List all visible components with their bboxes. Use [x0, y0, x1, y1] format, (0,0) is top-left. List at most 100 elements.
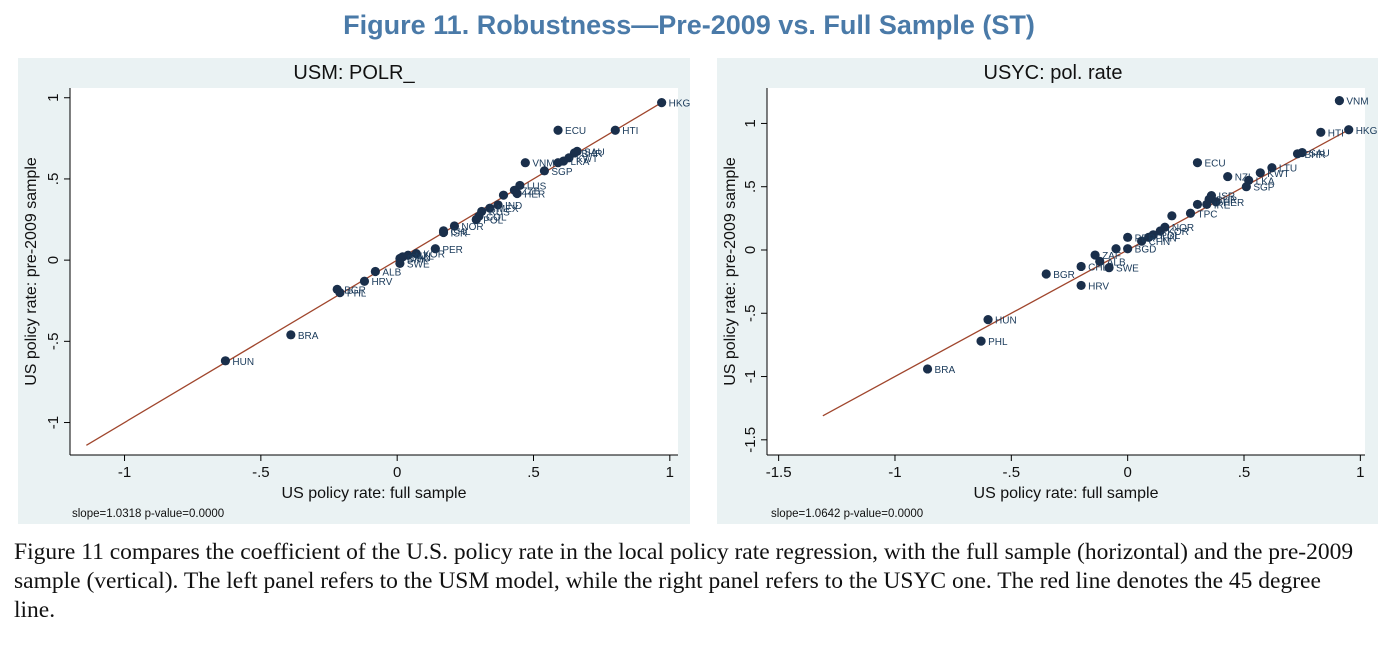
point-label: BGR — [344, 285, 366, 296]
usyc-scatter-plot: USYC: pol. rate -1.5 -1 -.5 0 .5 1 -1.5 -1 -.5 0 .5… — [722, 62, 1378, 520]
point-label: HKG — [669, 99, 690, 110]
point-label: HRV — [371, 277, 392, 288]
point-label: HTI — [1328, 128, 1344, 139]
point-label: SGP — [1253, 183, 1274, 194]
data-point — [395, 258, 405, 268]
point-label: PHL — [347, 289, 367, 300]
point-label: VNM — [532, 159, 554, 170]
y-tick-label: -1.5 — [742, 427, 759, 453]
data-point — [520, 158, 530, 168]
y-tick-label: 0 — [742, 246, 759, 254]
data-point — [1192, 199, 1203, 210]
data-point — [1316, 127, 1326, 137]
data-point — [335, 288, 345, 298]
point-label: ZZB — [521, 186, 540, 197]
point-label: BHR — [581, 149, 602, 160]
data-point — [449, 221, 460, 231]
point-label: IRE — [1214, 200, 1231, 211]
data-point — [1155, 226, 1165, 236]
point-label: PHN — [1156, 233, 1177, 244]
point-label: HKG — [1356, 126, 1378, 137]
data-point — [411, 249, 421, 259]
plot-area — [767, 88, 1365, 455]
point-label: HER — [1223, 198, 1244, 209]
y-tick-label: -1 — [45, 416, 62, 429]
data-point — [1267, 163, 1277, 173]
data-point — [1167, 211, 1177, 221]
point-label: ALB — [382, 268, 401, 279]
point-label: SWE — [1116, 264, 1139, 275]
point-label: TPC — [1197, 209, 1217, 220]
point-label: BHR — [1305, 150, 1326, 161]
point-label: BRA — [298, 331, 319, 342]
data-point — [1144, 232, 1154, 242]
slope-note: slope=1.0642 p-value=0.0000 — [771, 508, 923, 520]
x-tick-label: -.5 — [252, 464, 270, 481]
data-point — [1137, 236, 1147, 246]
x-tick-label: 1 — [1356, 464, 1364, 481]
x-tick-label: 1 — [666, 464, 674, 481]
point-label: RUS — [489, 207, 510, 218]
data-point — [359, 276, 370, 286]
x-tick-label: -1 — [118, 464, 131, 481]
data-point — [610, 125, 620, 135]
data-point — [1202, 199, 1212, 210]
x-tick-label: -1.5 — [766, 464, 792, 481]
x-tick-label: -1 — [888, 464, 901, 481]
slope-note: slope=1.0318 p-value=0.0000 — [72, 508, 224, 520]
data-point — [471, 214, 481, 225]
y-tick-label: 1 — [45, 94, 62, 102]
figure-caption: Figure 11 compares the coefficient of th… — [14, 539, 1354, 623]
data-point — [1344, 125, 1354, 135]
y-tick-label: .5 — [742, 180, 759, 193]
data-point — [1104, 263, 1114, 273]
point-label: SAU — [1309, 149, 1330, 160]
x-axis-label: US policy rate: full sample — [974, 485, 1159, 502]
point-label: SAU — [584, 147, 605, 158]
point-label: CHL — [451, 227, 471, 238]
data-point — [370, 266, 380, 277]
point-label: PHL — [988, 337, 1008, 348]
x-tick-label: 0 — [393, 464, 401, 481]
point-label: VNM — [1346, 97, 1368, 108]
point-label: BGD — [1135, 245, 1157, 256]
point-label: BGR — [1053, 270, 1075, 281]
point-label: BHR — [1216, 195, 1237, 206]
point-label: HUN — [232, 357, 254, 368]
data-point — [976, 336, 986, 346]
x-tick-label: .5 — [527, 464, 540, 481]
data-point — [553, 158, 563, 168]
data-point — [1185, 208, 1196, 218]
point-label: HUN — [995, 316, 1017, 327]
point-label: NZL — [1235, 173, 1254, 184]
point-label: LKA — [1256, 176, 1275, 187]
data-point — [922, 364, 933, 374]
point-label: POL — [483, 216, 503, 227]
data-point — [1192, 158, 1203, 168]
point-label: HTI — [622, 126, 638, 137]
data-point — [1123, 232, 1133, 242]
data-point — [1223, 171, 1233, 182]
point-label: ALB — [1107, 257, 1126, 268]
point-label: ECU — [565, 126, 586, 137]
y-tick-label: 1 — [742, 119, 759, 127]
chart-title: USYC: pol. rate — [984, 62, 1123, 84]
point-label: HRV — [1088, 281, 1109, 292]
data-point — [553, 125, 563, 135]
data-point — [438, 227, 449, 238]
fit-line-45-degree — [822, 129, 1350, 417]
figure-title: Figure 11. Robustness—Pre-2009 vs. Full … — [343, 10, 1035, 40]
data-point — [498, 190, 509, 200]
data-point — [1076, 261, 1086, 272]
point-label: PER — [1135, 233, 1156, 244]
point-label: PER — [442, 245, 463, 256]
point-label: LKA — [570, 157, 589, 168]
x-tick-label: .5 — [1238, 464, 1251, 481]
right-chart-panel: USYC: pol. rate -1.5 -1 -.5 0 .5 1 -1.5 -1 -.5 0 .5… — [717, 58, 1378, 524]
data-point — [1090, 250, 1100, 260]
point-label: SWE — [407, 259, 430, 270]
x-tick-label: 0 — [1123, 464, 1131, 481]
data-point — [1334, 96, 1345, 106]
x-axis-label: US policy rate: full sample — [282, 485, 467, 502]
point-label: ISR — [451, 229, 468, 240]
